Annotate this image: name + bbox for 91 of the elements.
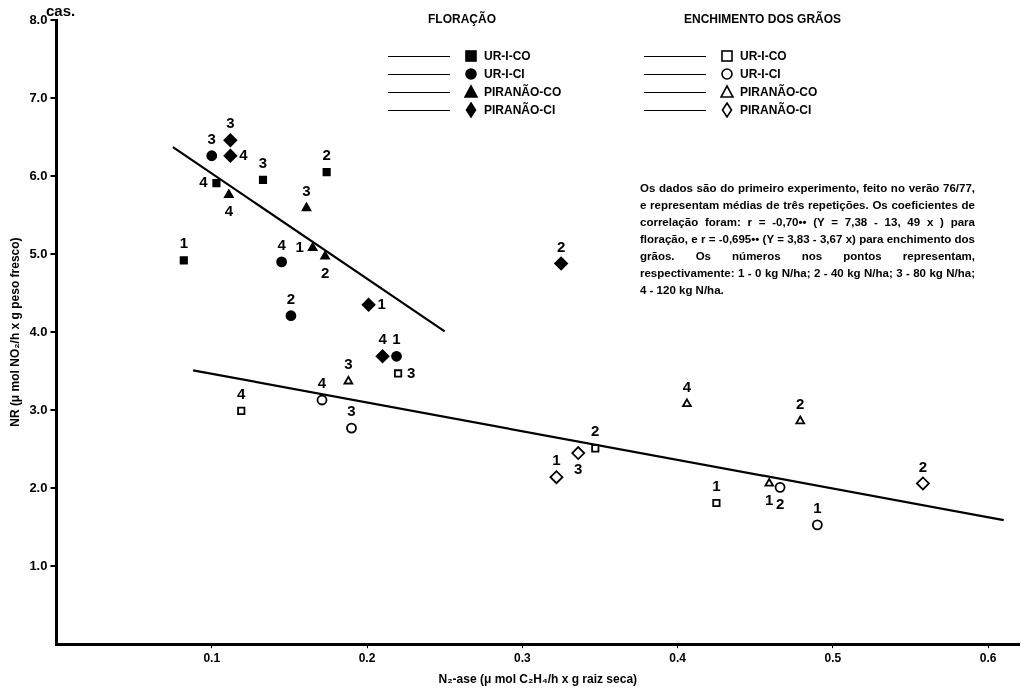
- y-tick-label: 7.0: [29, 89, 48, 105]
- annotation: ENCHIMENTO DOS GRÃOS: [684, 12, 842, 26]
- annotation: 1: [377, 294, 386, 312]
- legend-label: UR-I-CI: [740, 67, 781, 81]
- annotation: 3: [406, 363, 416, 381]
- legend-label: PIRANÃO-CI: [484, 103, 556, 117]
- point: [224, 189, 234, 198]
- x-tick-label: 0.1: [203, 650, 221, 665]
- annotation: 1: [552, 451, 561, 469]
- point: [346, 422, 357, 434]
- point: [391, 350, 402, 362]
- legend-label: UR-I-CI: [484, 67, 525, 81]
- annotation: 3: [302, 182, 311, 200]
- annotation: 1: [179, 234, 188, 252]
- point: [571, 446, 586, 460]
- annotation: 4: [682, 378, 692, 396]
- point: [322, 168, 331, 177]
- point: [394, 369, 403, 378]
- point: [361, 297, 376, 312]
- annotation: Os dados são do primeiro experimento, feito no verão 76/77, e representam médias de três repetições. Os coeficientes de correlação foram: r = -0,70•• (Y = 7,38 - 13, 49 x ) para floração, e r = -0,695•• (Y = 3,83 - 3,67 x) para enchimento dos grãos. Os números nos pontos representam, respectivamente: 1 - 0 kg N/ha; 2 - 40 kg N/ha; 3 - 80 kg N/ha; 4 - 120 kg N/ha.: [640, 181, 975, 298]
- point: [276, 256, 288, 268]
- annotation: 4: [199, 173, 209, 191]
- point: [237, 406, 246, 415]
- y-tick-label: 4.0: [29, 323, 48, 339]
- point: [223, 133, 238, 148]
- point: [591, 444, 600, 453]
- point: [258, 175, 268, 185]
- annotation: 3: [574, 460, 583, 478]
- annotation: 4: [378, 330, 388, 348]
- text: cas.: [46, 2, 76, 19]
- point: [179, 256, 188, 265]
- y-axis-title: NR (μ mol NO₂/h x g peso fresco): [7, 237, 22, 427]
- point: [343, 375, 354, 385]
- annotation: 3: [344, 355, 353, 373]
- point: [549, 470, 564, 485]
- point: [206, 150, 218, 162]
- x-axis-title: N₂-ase (μ mol C₂H₄/h x g raiz seca): [438, 672, 638, 687]
- annotation: 1: [295, 237, 304, 255]
- point: [223, 148, 238, 163]
- legend-label: UR-I-CO: [740, 49, 787, 63]
- annotation: 1: [392, 330, 401, 348]
- point: [774, 481, 786, 493]
- point: [764, 478, 774, 487]
- x-tick-label: 0.3: [513, 650, 531, 665]
- point: [916, 476, 930, 491]
- x-tick-label: 0.6: [979, 650, 997, 665]
- annotation: 3: [347, 402, 356, 420]
- legend-label: UR-I-CO: [484, 49, 531, 63]
- annotation: 2: [320, 263, 330, 281]
- annotation: 1: [712, 477, 721, 495]
- y-tick-label: 1.0: [29, 557, 48, 573]
- legend-label: PIRANÃO-CO: [484, 85, 562, 99]
- x-tick-label: 0.5: [824, 650, 842, 665]
- point: [307, 242, 318, 251]
- point: [682, 398, 692, 408]
- y-tick-label: 5.0: [29, 245, 48, 261]
- annotation: 4: [317, 374, 327, 392]
- annotation: 4: [239, 145, 249, 163]
- annotation: 2: [286, 289, 296, 307]
- annotation: 2: [918, 457, 928, 475]
- annotation: FLORAÇÃO: [428, 12, 496, 26]
- point: [301, 202, 312, 212]
- legend-label: PIRANÃO-CI: [740, 103, 812, 117]
- point: [811, 519, 823, 531]
- annotation: 3: [207, 129, 216, 147]
- y-tick-label: 6.0: [29, 167, 48, 183]
- annotation: 2: [322, 146, 331, 164]
- annotation: 2: [796, 395, 805, 413]
- point: [554, 256, 569, 271]
- legend-label: PIRANÃO-CO: [740, 85, 818, 99]
- point: [316, 394, 328, 406]
- annotation: 2: [775, 494, 785, 512]
- y-tick-label: 2.0: [29, 479, 48, 495]
- annotation: 2: [556, 237, 566, 255]
- annotation: 2: [591, 422, 600, 440]
- x-tick-label: 0.2: [358, 650, 376, 665]
- point: [375, 349, 390, 364]
- annotation: 4: [237, 385, 247, 403]
- x-tick-label: 0.4: [669, 650, 687, 665]
- point: [285, 310, 297, 322]
- point: [712, 498, 721, 508]
- annotation: 3: [226, 114, 235, 132]
- point: [795, 415, 806, 425]
- annotation: 1: [813, 498, 822, 516]
- y-tick-label: 3.0: [29, 401, 48, 417]
- annotation: 1: [765, 490, 774, 508]
- annotation: 4: [277, 236, 287, 254]
- point: [320, 251, 330, 260]
- point: [212, 178, 221, 188]
- annotation: 4: [224, 201, 234, 219]
- annotation: 3: [258, 154, 268, 172]
